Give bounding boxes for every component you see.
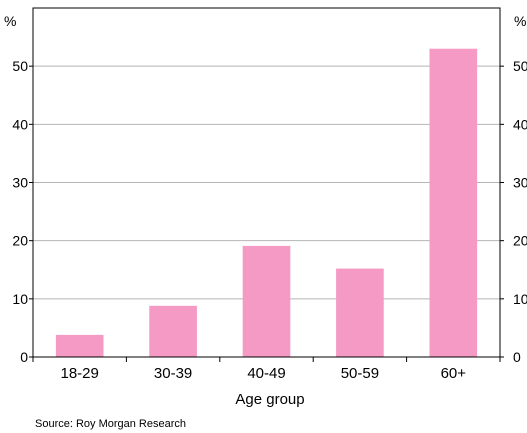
bar-60+ <box>429 48 478 357</box>
y-tick-label-right: 0 <box>513 349 521 365</box>
bar-18-29 <box>55 334 104 357</box>
y-tick-label-right: 50 <box>513 58 527 74</box>
x-axis: 18-29 30-39 40-49 50-59 60+ <box>32 357 501 382</box>
y-tick-label-left: 50 <box>12 58 28 74</box>
y-tick-label-right: 30 <box>513 175 527 191</box>
gridlines <box>33 65 500 300</box>
y-tick-label-right: 10 <box>513 291 527 307</box>
bar-50-59 <box>336 268 384 357</box>
y-tick-label-left: 40 <box>12 116 28 132</box>
bars <box>55 48 478 357</box>
x-tick-label: 50-59 <box>341 365 379 382</box>
x-axis-label: Age group <box>235 391 304 408</box>
y-axis-unit-left: % <box>4 13 16 29</box>
bar-40-49 <box>242 245 291 357</box>
y-tick-label-right: 40 <box>513 116 527 132</box>
y-axis-left: 0 10 20 30 40 50 <box>12 58 33 365</box>
x-tick-label: 60+ <box>441 365 467 382</box>
y-tick-label-left: 0 <box>20 349 28 365</box>
y-tick-label-left: 20 <box>12 233 28 249</box>
x-tick-label: 18-29 <box>61 365 99 382</box>
y-axis-right: 0 10 20 30 40 50 <box>500 58 527 365</box>
y-tick-label-left: 30 <box>12 175 28 191</box>
bar-30-39 <box>149 305 197 357</box>
source-note: Source: Roy Morgan Research <box>35 418 186 430</box>
y-tick-label-left: 10 <box>12 291 28 307</box>
x-tick-label: 30-39 <box>154 365 192 382</box>
x-tick-label: 40-49 <box>247 365 285 382</box>
y-axis-unit-right: % <box>514 13 526 29</box>
y-tick-label-right: 20 <box>513 233 527 249</box>
